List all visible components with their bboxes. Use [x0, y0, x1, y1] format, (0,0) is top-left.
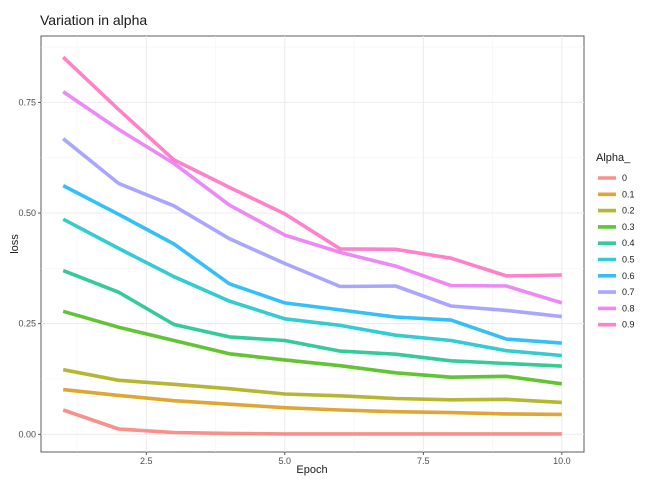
x-tick-label: 2.5: [140, 456, 153, 466]
x-axis-title: Epoch: [296, 464, 327, 476]
legend-label: 0.2: [622, 206, 635, 216]
grid: [41, 36, 584, 452]
x-tick-label: 7.5: [417, 456, 430, 466]
x-tick-label: 10.0: [553, 456, 571, 466]
y-tick-label: 0.00: [18, 429, 36, 439]
x-axis: 2.5 5.0 7.5 10.0: [140, 452, 571, 466]
series-line-0-9: [61, 55, 562, 278]
series-line-0-1: [63, 387, 562, 417]
x-tick-label: 5.0: [279, 456, 292, 466]
legend-label: 0: [622, 173, 627, 183]
y-axis-title: loss: [9, 234, 21, 254]
legend-label: 0.5: [622, 255, 635, 265]
y-tick-label: 0.50: [18, 208, 36, 218]
legend-label: 0.6: [622, 271, 635, 281]
series-line-0: [62, 408, 562, 436]
legend-label: 0.7: [622, 287, 635, 297]
series-line-0-6: [62, 184, 562, 345]
series-line-0-8: [62, 90, 563, 305]
legend-title: Alpha_: [596, 152, 631, 164]
series-line-0-4: [62, 268, 562, 368]
legend-label: 0.9: [622, 320, 635, 330]
y-axis: 0.00 0.25 0.50 0.75: [18, 97, 41, 439]
legend-label: 0.4: [622, 238, 635, 248]
series-line-0-3: [62, 309, 563, 386]
legend-label: 0.8: [622, 303, 635, 313]
series-line-0-5: [62, 217, 562, 358]
y-tick-label: 0.25: [18, 319, 36, 329]
series-line-0-2: [62, 367, 562, 405]
series-line-0-7: [62, 137, 563, 319]
y-tick-label: 0.75: [18, 97, 36, 107]
legend: 0 0.1 0.2 0.3 0.4 0.5 0.6 0.7 0.8 0.9: [598, 173, 635, 330]
legend-label: 0.1: [622, 189, 635, 199]
legend-label: 0.3: [622, 222, 635, 232]
chart-title: Variation in alpha: [40, 12, 147, 28]
series-lines: [61, 55, 563, 436]
